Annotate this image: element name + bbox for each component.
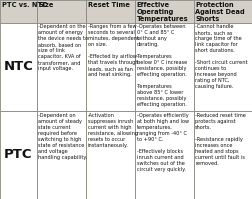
Bar	[37, 0, 86, 23]
Text: -Ranges from a few
seconds to several
minutes, dependent
on size.

-Effected by : -Ranges from a few seconds to several mi…	[87, 24, 138, 77]
Text: -Dependent on the
amount of energy
the device needs to
absorb, based on
size of : -Dependent on the amount of energy the d…	[38, 24, 88, 71]
Bar	[193, 23, 252, 111]
Bar	[37, 111, 86, 199]
Bar	[135, 111, 193, 199]
Text: PTC: PTC	[4, 148, 33, 161]
Text: -Reduced reset time
protects against
shorts.

-Resistance rapidly
increases once: -Reduced reset time protects against sho…	[194, 112, 245, 166]
Text: Effective
Operating
Temperatures: Effective Operating Temperatures	[136, 2, 188, 22]
Bar	[86, 111, 135, 199]
Bar	[0, 111, 37, 199]
Text: -Activation
suppresses inrush
current with high
resistance, allowing
resets to o: -Activation suppresses inrush current wi…	[87, 112, 137, 147]
Bar	[135, 0, 193, 23]
Text: -Dependent on
amount of steady
state current
required before
switching to high
s: -Dependent on amount of steady state cur…	[38, 112, 87, 160]
Text: NTC: NTC	[3, 60, 33, 73]
Bar	[86, 23, 135, 111]
Text: Size: Size	[38, 2, 53, 8]
Bar	[86, 0, 135, 23]
Text: Protection
Against Dead
Shorts: Protection Against Dead Shorts	[194, 2, 244, 22]
Text: -Operates between
0° C and 85° C
without any
derating.

-Temperatures
below 0° C: -Operates between 0° C and 85° C without…	[136, 24, 186, 107]
Bar	[135, 23, 193, 111]
Text: -Operates efficiently
at both high and low
temperatures,
ranging from -40° C
to : -Operates efficiently at both high and l…	[136, 112, 188, 172]
Bar	[193, 111, 252, 199]
Text: -Cannot handle
shorts, such as
charge time of the
link capacitor for
short durat: -Cannot handle shorts, such as charge ti…	[194, 24, 247, 90]
Bar	[0, 23, 37, 111]
Text: Reset Time: Reset Time	[87, 2, 129, 8]
Text: PTC vs. NTC: PTC vs. NTC	[2, 2, 46, 8]
Bar	[193, 0, 252, 23]
Bar	[0, 0, 37, 23]
Bar	[37, 23, 86, 111]
